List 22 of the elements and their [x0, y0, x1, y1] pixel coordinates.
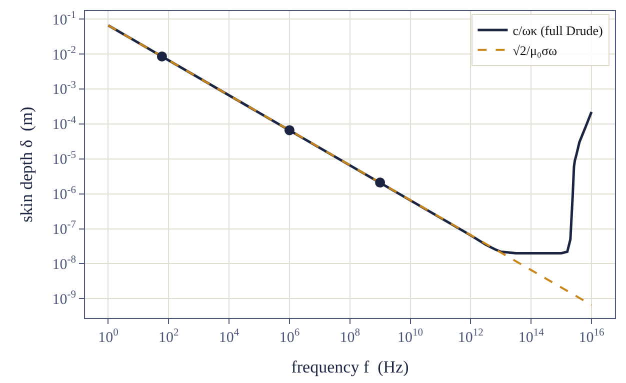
x-tick-label: 10$^{16}$ — [578, 328, 604, 346]
legend-label: c/ωκ (full Drude) — [512, 23, 603, 38]
x-tick-label: 10$^{0}$ — [98, 328, 118, 346]
y-tick-label: 10$^{-7}$ — [52, 220, 76, 238]
x-tick-label: 10$^{14}$ — [518, 328, 545, 346]
x-tick-label: 10$^{10}$ — [398, 328, 424, 346]
y-tick-label: 10$^{-5}$ — [52, 150, 76, 168]
x-tick-label: 10$^{6}$ — [279, 328, 300, 346]
x-tick-label: 10$^{4}$ — [218, 328, 240, 346]
y-tick-label: 10$^{-2}$ — [52, 44, 76, 64]
y-tick-label: 10$^{-8}$ — [52, 254, 76, 273]
x-axis-title: frequency f (Hz) — [291, 357, 409, 376]
y-tick-label: 10$^{-3}$ — [52, 80, 76, 98]
x-tick-label: 10$^{2}$ — [158, 328, 179, 346]
x-tick-label: 10$^{12}$ — [458, 328, 484, 346]
y-axis-title: skin depth δ (m) — [16, 106, 36, 222]
y-tick-label: 10$^{-6}$ — [52, 184, 76, 204]
y-tick-label: 10$^{-4}$ — [52, 114, 77, 134]
legend-label: √2/μ₀σω — [512, 42, 558, 58]
x-tick-label: 10$^{8}$ — [340, 328, 360, 346]
y-tick-label: 10$^{-9}$ — [52, 290, 76, 308]
y-tick-label: 10$^{-1}$ — [52, 10, 76, 28]
